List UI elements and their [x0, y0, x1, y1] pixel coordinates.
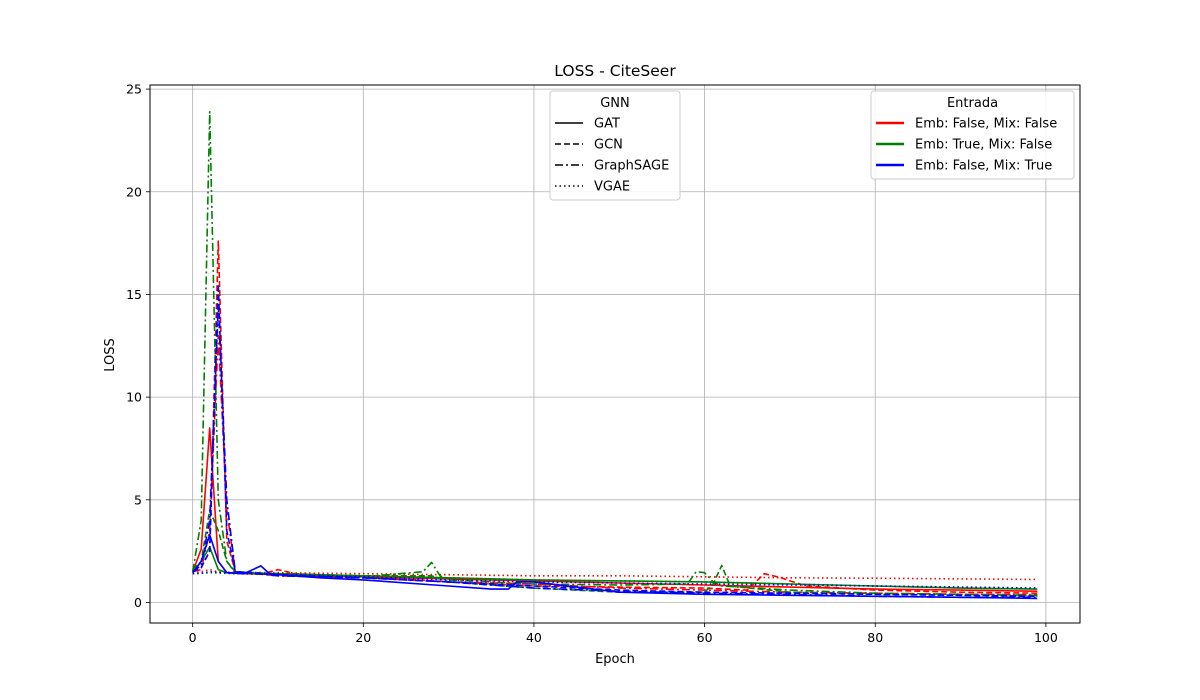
x-tick-label: 80 — [867, 630, 883, 645]
legend-input: Entrada Emb: False, Mix: False Emb: True, … — [870, 90, 1075, 180]
x-tick-label: 100 — [1034, 630, 1058, 645]
series-gat-emb-false-mix-true — [192, 533, 1038, 600]
legend-input-label: Emb: False, Mix: False — [915, 117, 1057, 132]
x-tick-label: 40 — [526, 630, 542, 645]
x-axis-label: Epoch — [595, 652, 635, 667]
x-tick-label: 60 — [697, 630, 713, 645]
legend-gnn-label: VGAE — [594, 180, 630, 195]
x-axis-ticks: 0 20 40 60 80 100 — [189, 623, 1058, 645]
legend-gnn-title: GNN — [600, 96, 630, 111]
y-tick-label: 10 — [126, 390, 142, 405]
y-tick-label: 5 — [134, 492, 142, 507]
legend-input-title: Entrada — [947, 96, 998, 111]
y-tick-label: 25 — [126, 82, 142, 97]
series-gcn-emb-false-mix-true — [192, 283, 1038, 598]
series-gat-emb-true-mix-false — [192, 546, 1038, 590]
series-vgae-emb-false-mix-false — [192, 568, 1038, 581]
legend-input-label: Emb: False, Mix: True — [915, 159, 1052, 174]
legend-gnn-label: GAT — [594, 117, 620, 132]
legend-input-box — [870, 90, 1075, 180]
x-tick-label: 0 — [189, 630, 197, 645]
legend-gnn-label: GCN — [594, 138, 623, 153]
series-graphsage-emb-false-mix-true — [192, 303, 1038, 599]
legend-gnn: GNN GAT GCN GraphSAGE VGAE — [549, 90, 681, 201]
y-axis-label: LOSS — [103, 338, 118, 372]
y-tick-label: 20 — [126, 184, 142, 199]
chart-title: LOSS - CiteSeer — [554, 62, 676, 80]
plot-frame — [149, 84, 1081, 624]
legend-gnn-label: GraphSAGE — [594, 159, 669, 174]
x-tick-label: 20 — [355, 630, 371, 645]
series-layer — [191, 110, 1038, 600]
y-axis-ticks: 0 5 10 15 20 25 — [126, 82, 150, 610]
series-graphsage-emb-true-mix-false — [191, 110, 1038, 597]
y-tick-label: 15 — [126, 287, 142, 302]
legend-gnn-box — [549, 90, 681, 201]
legend-input-label: Emb: True, Mix: False — [915, 138, 1052, 153]
y-tick-label: 0 — [134, 595, 142, 610]
